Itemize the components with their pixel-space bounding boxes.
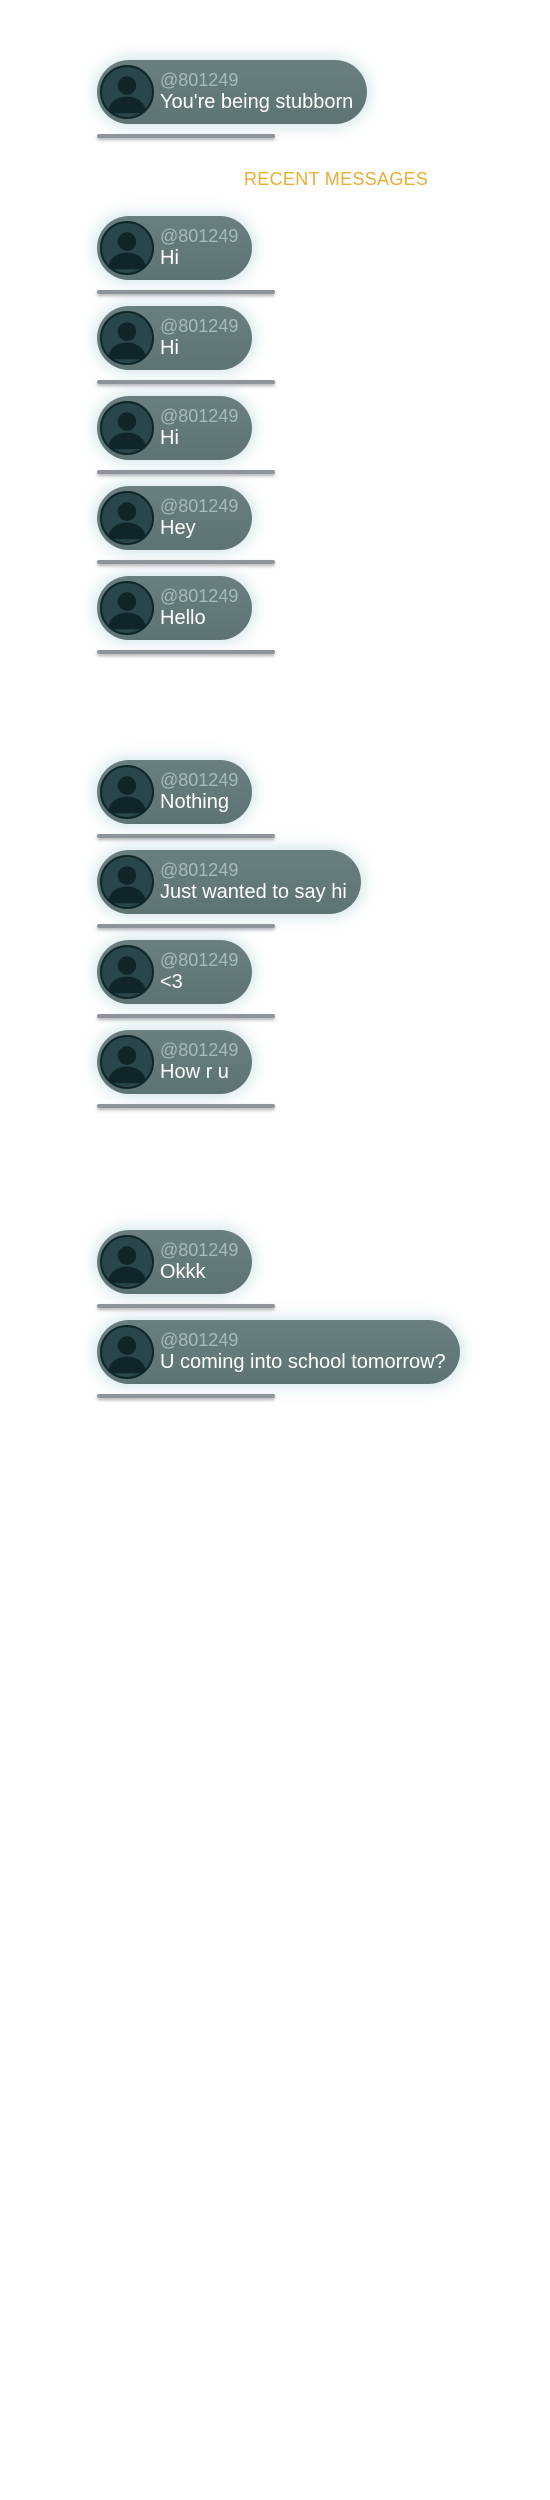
message-handle: @801249 — [160, 1040, 239, 1060]
section-title: RECENT MESSAGES — [244, 169, 429, 189]
message-text: @801249 Hi — [160, 316, 238, 360]
message-body: Hi — [160, 337, 179, 359]
message-divider — [97, 290, 275, 294]
list-item[interactable]: @801249 Just wanted to say hi — [97, 850, 361, 928]
user-avatar-icon — [100, 1235, 154, 1289]
message-body: How r u — [160, 1061, 229, 1083]
list-item[interactable]: @801249 Hi — [97, 216, 275, 294]
message-text: @801249 <3 — [160, 950, 238, 994]
message-body: Hi — [160, 247, 179, 269]
user-avatar-icon — [100, 1325, 154, 1379]
message-text: @801249 Nothing — [160, 770, 238, 814]
message-body: Hey — [160, 517, 196, 539]
message-divider — [97, 1104, 275, 1108]
message-text: @801249 Hi — [160, 226, 238, 270]
message-handle: @801249 — [160, 860, 239, 880]
user-avatar-icon — [100, 221, 154, 275]
message-divider — [97, 1394, 275, 1398]
message-bubble[interactable]: @801249 Hi — [97, 396, 253, 460]
message-text: @801249 You're being stubborn — [160, 70, 353, 114]
message-body: Hello — [160, 607, 206, 629]
message-body: Okkk — [160, 1261, 206, 1283]
message-body: Just wanted to say hi — [160, 881, 347, 903]
message-divider — [97, 1014, 275, 1018]
user-avatar-icon — [100, 945, 154, 999]
list-item[interactable]: @801249 Okkk — [97, 1230, 275, 1308]
message-body: Nothing — [160, 791, 229, 813]
message-bubble[interactable]: @801249 Just wanted to say hi — [97, 850, 361, 914]
user-avatar-icon — [100, 581, 154, 635]
user-avatar-icon — [100, 311, 154, 365]
message-divider — [97, 924, 275, 928]
list-item[interactable]: @801249 Nothing — [97, 760, 275, 838]
message-handle: @801249 — [160, 406, 239, 426]
user-avatar-icon — [100, 855, 154, 909]
message-divider — [97, 470, 275, 474]
user-avatar-icon — [100, 65, 154, 119]
message-bubble[interactable]: @801249 <3 — [97, 940, 253, 1004]
user-avatar-icon — [100, 1035, 154, 1089]
message-divider — [97, 1304, 275, 1308]
message-bubble[interactable]: @801249 Hi — [97, 216, 253, 280]
list-item[interactable]: @801249 Hi — [97, 396, 275, 474]
message-handle: @801249 — [160, 1240, 239, 1260]
list-item[interactable]: @801249 How r u — [97, 1030, 275, 1108]
message-bubble[interactable]: @801249 Hello — [97, 576, 253, 640]
message-handle: @801249 — [160, 950, 239, 970]
message-bubble[interactable]: @801249 Nothing — [97, 760, 253, 824]
list-item[interactable]: @801249 <3 — [97, 940, 275, 1018]
message-text: @801249 Hi — [160, 406, 238, 450]
message-handle: @801249 — [160, 1330, 239, 1350]
pinned-message[interactable]: @801249 You're being stubborn — [97, 60, 368, 138]
message-divider — [97, 380, 275, 384]
message-text: @801249 Okkk — [160, 1240, 238, 1284]
message-body: Hi — [160, 427, 179, 449]
message-text: @801249 U coming into school tomorrow? — [160, 1330, 446, 1374]
message-handle: @801249 — [160, 70, 239, 90]
message-body: U coming into school tomorrow? — [160, 1351, 446, 1373]
list-item[interactable]: @801249 Hi — [97, 306, 275, 384]
message-handle: @801249 — [160, 586, 239, 606]
message-handle: @801249 — [160, 316, 239, 336]
message-text: @801249 Hello — [160, 586, 238, 630]
message-bubble[interactable]: @801249 You're being stubborn — [97, 60, 368, 124]
message-bubble[interactable]: @801249 Hi — [97, 306, 253, 370]
message-body: You're being stubborn — [160, 91, 354, 113]
message-handle: @801249 — [160, 226, 239, 246]
message-bubble[interactable]: @801249 Hey — [97, 486, 253, 550]
user-avatar-icon — [100, 401, 154, 455]
list-item[interactable]: @801249 Hey — [97, 486, 275, 564]
message-divider — [97, 560, 275, 564]
user-avatar-icon — [100, 491, 154, 545]
message-bubble[interactable]: @801249 How r u — [97, 1030, 253, 1094]
user-avatar-icon — [100, 765, 154, 819]
message-divider — [97, 650, 275, 654]
list-item[interactable]: @801249 U coming into school tomorrow? — [97, 1320, 460, 1398]
message-text: @801249 Just wanted to say hi — [160, 860, 347, 904]
message-text: @801249 Hey — [160, 496, 238, 540]
message-text: @801249 How r u — [160, 1040, 238, 1084]
message-bubble[interactable]: @801249 U coming into school tomorrow? — [97, 1320, 460, 1384]
message-divider — [97, 134, 275, 138]
message-handle: @801249 — [160, 496, 239, 516]
message-handle: @801249 — [160, 770, 239, 790]
message-body: <3 — [160, 971, 183, 993]
message-divider — [97, 834, 275, 838]
list-item[interactable]: @801249 Hello — [97, 576, 275, 654]
message-bubble[interactable]: @801249 Okkk — [97, 1230, 253, 1294]
